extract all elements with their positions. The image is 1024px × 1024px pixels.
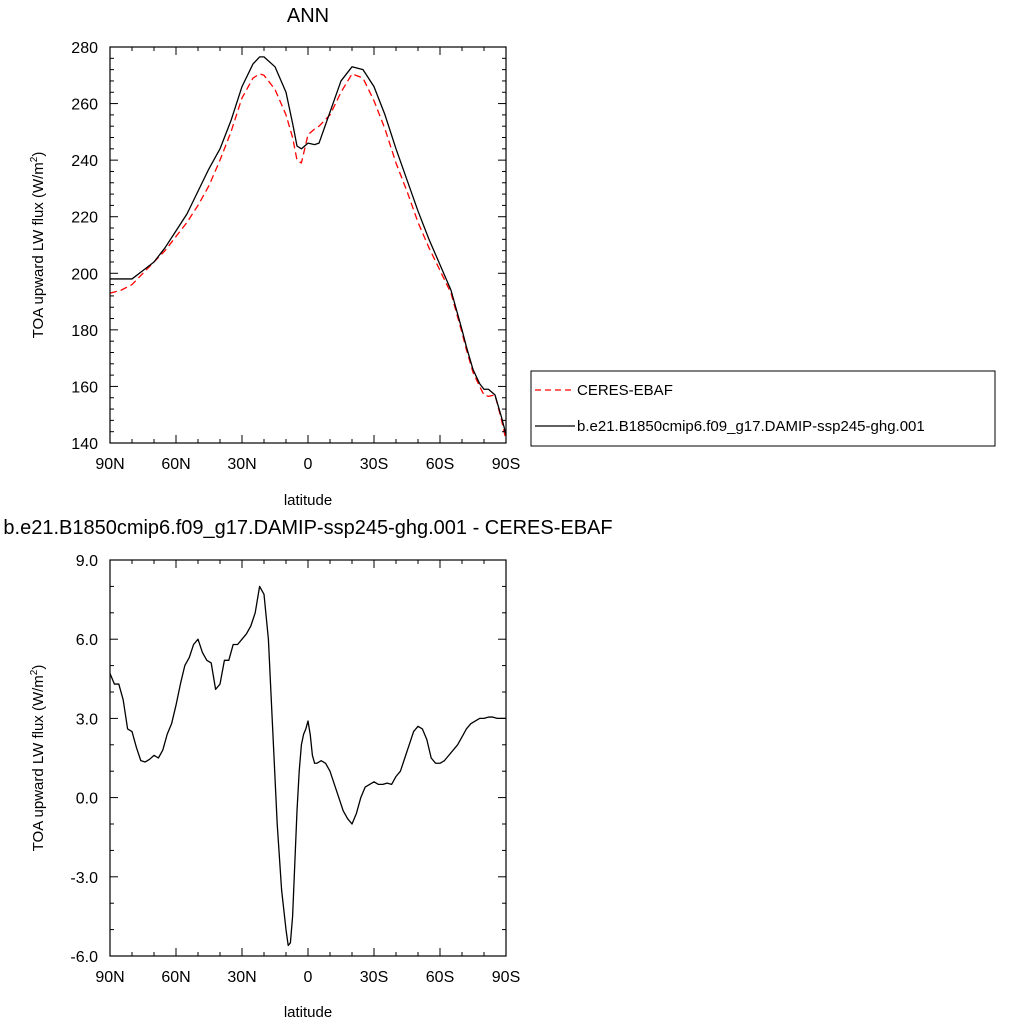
bottom-x-tick-label: 90S: [492, 969, 520, 986]
top-chart-title: ANN: [287, 5, 329, 27]
panel-top: ANN 90N 60N 30N 0 30S 60S 90S 140 160 180 200 220 24…: [29, 5, 520, 509]
bottom-y-axis-label: TOA upward LW flux (W/m2): [29, 665, 47, 852]
legend-box: [530, 370, 996, 447]
legend-label-ceres: CERES-EBAF: [577, 382, 673, 399]
top-x-tick-label: 30S: [360, 456, 388, 473]
top-x-axis-label: latitude: [284, 492, 332, 509]
top-x-tick-label: 90S: [492, 456, 520, 473]
top-series-group: [109, 56, 507, 441]
top-y-tick-label: 200: [71, 266, 98, 283]
legend-label-model: b.e21.B1850cmip6.f09_g17.DAMIP-ssp245-gh…: [577, 418, 925, 435]
top-y-tick-label: 180: [71, 323, 98, 340]
bottom-ticks: 90N 60N 30N 0 30S 60S 90S -6.0 -3.0 0.0 3.0 6.0 9.0: [70, 553, 520, 986]
legend: CERES-EBAF b.e21.B1850cmip6.f09_g17.DAMI…: [530, 370, 996, 447]
bottom-series-group: [109, 585, 506, 947]
panel-bottom: b.e21.B1850cmip6.f09_g17.DAMIP-ssp245-gh…: [3, 517, 612, 1021]
bottom-x-tick-label: 30S: [360, 969, 388, 986]
top-y-tick-label: 220: [71, 210, 98, 227]
top-y-tick-label: 140: [71, 436, 98, 453]
bottom-x-tick-label: 60S: [426, 969, 454, 986]
bottom-x-tick-label: 90N: [95, 969, 124, 986]
bottom-y-tick-label: 0.0: [76, 791, 98, 808]
bottom-y-tick-label: 3.0: [76, 711, 98, 728]
top-x-tick-label: 90N: [95, 456, 124, 473]
bottom-y-tick-label: 6.0: [76, 632, 98, 649]
top-y-tick-label: 240: [71, 153, 98, 170]
top-x-tick-label: 60N: [161, 456, 190, 473]
bottom-x-tick-label: 30N: [227, 969, 256, 986]
top-y-axis-label: TOA upward LW flux (W/m2): [29, 152, 47, 339]
top-series-line-0: [109, 73, 507, 441]
bottom-y-tick-label: -6.0: [70, 949, 98, 966]
top-y-tick-label: 160: [71, 379, 98, 396]
top-y-tick-label: 280: [71, 40, 98, 57]
top-series-line-1: [110, 56, 507, 435]
bottom-y-tick-label: -3.0: [70, 870, 98, 887]
bottom-x-tick-label: 0: [304, 969, 313, 986]
bottom-chart-title: b.e21.B1850cmip6.f09_g17.DAMIP-ssp245-gh…: [3, 517, 612, 539]
top-y-tick-label: 260: [71, 97, 98, 114]
bottom-series-line-0: [109, 585, 506, 947]
top-x-tick-label: 30N: [227, 456, 256, 473]
bottom-y-tick-label: 9.0: [76, 553, 98, 570]
bottom-x-tick-label: 60N: [161, 969, 190, 986]
top-x-tick-label: 0: [304, 456, 313, 473]
bottom-x-axis-label: latitude: [284, 1004, 332, 1021]
top-x-tick-label: 60S: [426, 456, 454, 473]
top-ticks: 90N 60N 30N 0 30S 60S 90S 140 160 180 200 220 240 260…: [71, 40, 520, 473]
